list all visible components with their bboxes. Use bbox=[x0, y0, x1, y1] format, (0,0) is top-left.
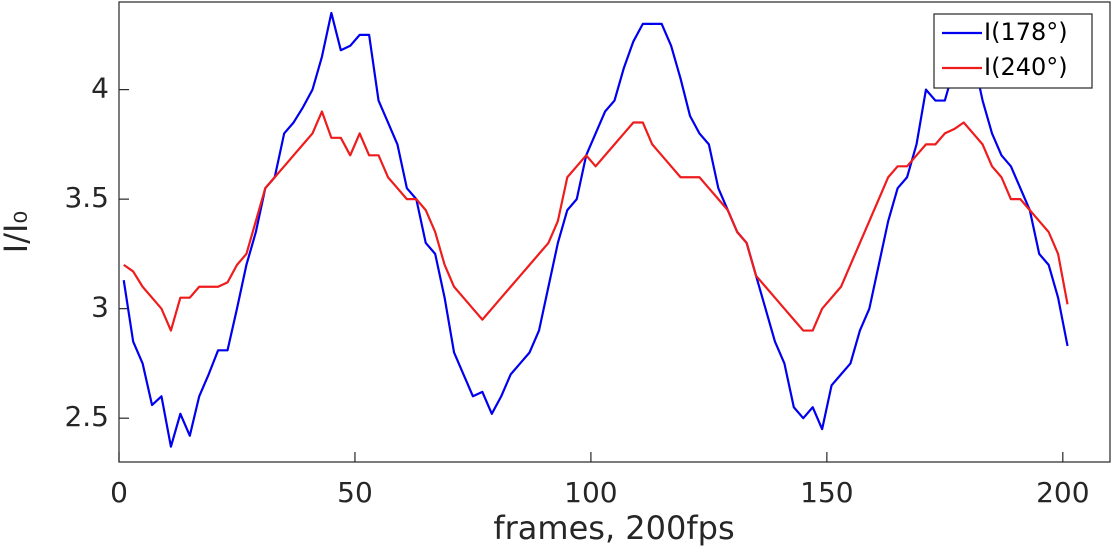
y-tick-label: 3.5 bbox=[64, 181, 109, 214]
legend-label: I(178°) bbox=[984, 18, 1068, 46]
x-tick-label: 100 bbox=[564, 476, 617, 509]
series-line bbox=[123, 110, 1069, 332]
x-tick-label: 50 bbox=[337, 476, 373, 509]
series-line bbox=[122, 11, 1069, 448]
y-tick-label: 2.5 bbox=[64, 400, 109, 433]
x-axis-label: frames, 200fps bbox=[493, 509, 734, 547]
x-tick-label: 0 bbox=[110, 476, 128, 509]
legend-box bbox=[933, 13, 1093, 89]
legend-label: I(240°) bbox=[984, 53, 1068, 81]
x-tick-label: 200 bbox=[1036, 476, 1089, 509]
y-tick-label: 4 bbox=[91, 72, 109, 105]
y-axis-label: I/I₀ bbox=[0, 211, 35, 253]
y-tick-label: 3 bbox=[91, 291, 109, 324]
x-tick-label: 150 bbox=[800, 476, 853, 509]
